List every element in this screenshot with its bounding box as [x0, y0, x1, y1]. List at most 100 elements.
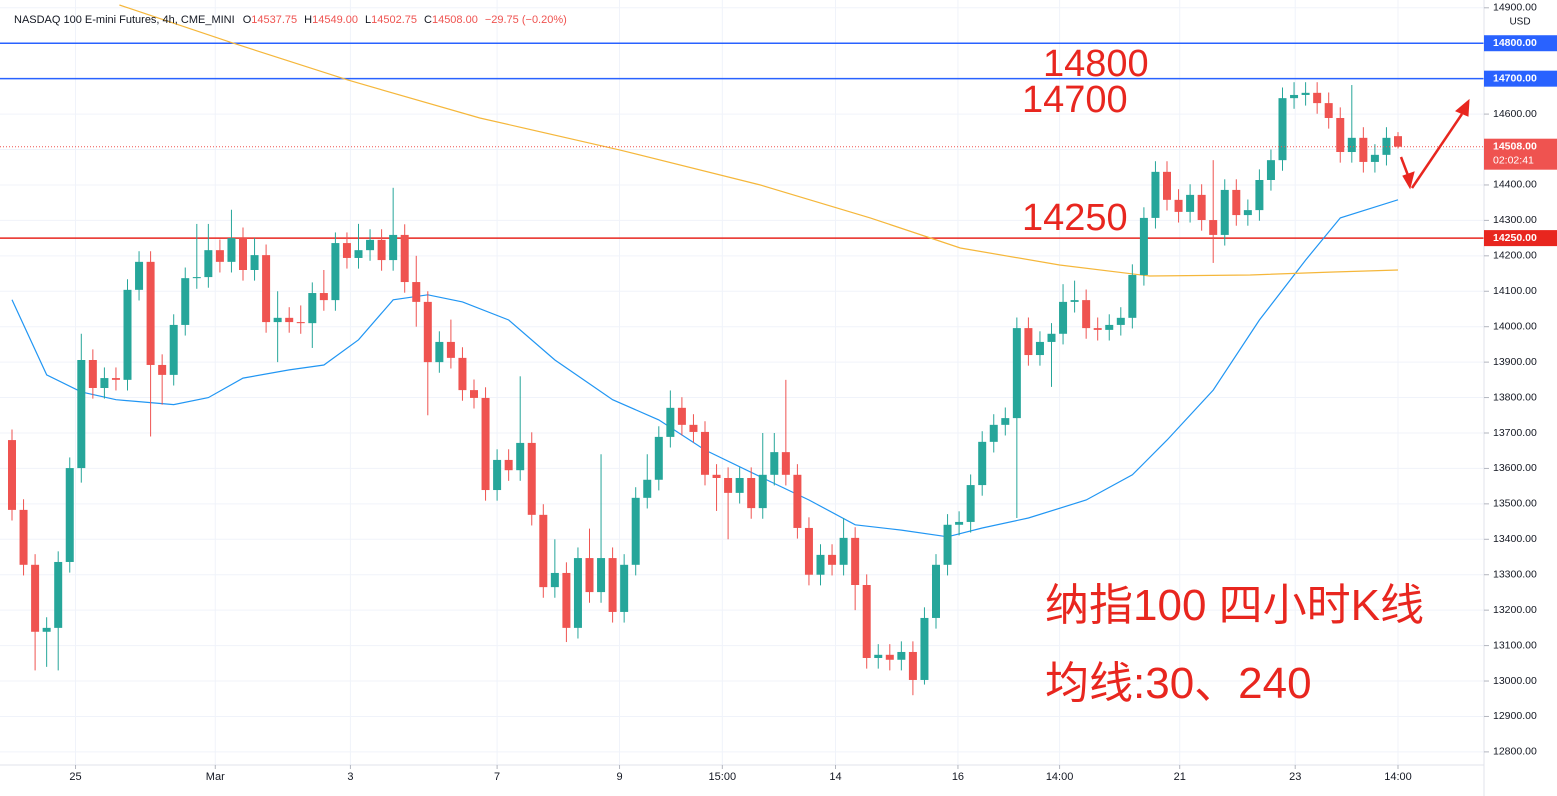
candle-body	[781, 452, 790, 475]
candle-body	[435, 341, 444, 363]
legend-letter: O	[243, 14, 252, 26]
candle-body	[1290, 94, 1299, 99]
candle-body	[204, 250, 213, 278]
candle-body	[643, 479, 652, 498]
x-tick-label: 9	[616, 771, 622, 783]
candle-body	[481, 397, 490, 491]
candle-body	[377, 239, 386, 261]
y-tick-label: 13900.00	[1493, 356, 1537, 368]
candle-body	[366, 239, 375, 251]
level-tag	[1484, 230, 1557, 247]
arrow	[1399, 98, 1470, 190]
candle-body	[192, 277, 201, 279]
candle-body	[666, 407, 675, 437]
candle-body	[111, 378, 120, 380]
candle-body	[735, 477, 744, 493]
candle-body	[539, 514, 548, 588]
candle-body	[342, 243, 351, 258]
candle-body	[273, 317, 282, 323]
x-tick-label: 25	[69, 771, 81, 783]
candle-body	[908, 651, 917, 680]
candle-body	[955, 521, 964, 525]
candle-body	[239, 238, 247, 270]
candle-body	[1197, 194, 1206, 221]
candle-body	[989, 424, 998, 442]
candle-body	[701, 431, 709, 475]
candle-body	[8, 440, 16, 510]
candle-body	[874, 654, 883, 658]
y-tick-label: 13000.00	[1493, 675, 1537, 687]
level-label: 14700.00	[1493, 72, 1537, 84]
candle-body	[135, 261, 144, 290]
candle-body	[1001, 418, 1010, 425]
y-tick-label: 14400.00	[1493, 179, 1537, 191]
candle-body	[1243, 210, 1252, 216]
candle-body	[550, 572, 559, 588]
y-tick-label: 13600.00	[1493, 462, 1537, 474]
candle-body	[585, 558, 594, 593]
caption: 均线:30、240	[1045, 659, 1312, 708]
y-tick-label: 12800.00	[1493, 746, 1537, 758]
candle-body	[1186, 194, 1195, 212]
candle-body	[308, 293, 317, 324]
candle-body	[331, 243, 340, 301]
candle-body	[712, 474, 721, 478]
candle-body	[1266, 160, 1275, 180]
candle-body	[181, 278, 190, 325]
candle-body	[65, 468, 74, 562]
last-price-tag	[1484, 138, 1557, 170]
x-tick-label: 7	[494, 771, 500, 783]
candle-body	[966, 485, 975, 522]
candle-body	[123, 289, 132, 380]
candle-body	[389, 234, 398, 261]
candle-body	[504, 459, 513, 471]
y-tick-label: 14100.00	[1493, 285, 1537, 297]
candle-body	[597, 558, 606, 593]
candle-body	[1255, 180, 1264, 211]
candle-body	[851, 537, 860, 585]
currency: USD	[1509, 17, 1530, 28]
candle-body	[920, 617, 929, 680]
candle-body	[215, 250, 224, 262]
candle-body	[1336, 117, 1345, 153]
candle-body	[1220, 189, 1229, 235]
candle-body	[88, 360, 97, 388]
y-tick-label: 14300.00	[1493, 214, 1537, 226]
y-tick-label: 13200.00	[1493, 604, 1537, 616]
annotation: 14700	[1022, 79, 1128, 121]
candle-body	[470, 390, 478, 398]
candle-body	[1370, 154, 1379, 162]
x-tick-label: 15:00	[709, 771, 737, 783]
x-tick-label: 14:00	[1384, 771, 1412, 783]
candle-body	[562, 572, 571, 628]
candle-body	[227, 238, 236, 262]
candle-body	[54, 561, 63, 628]
candle-body	[1024, 328, 1033, 356]
x-tick-label: 23	[1289, 771, 1301, 783]
moving-average	[119, 4, 1399, 277]
level-tag	[1484, 35, 1557, 52]
candle-body	[250, 255, 259, 270]
candle-body	[1047, 333, 1056, 342]
candle-body	[1163, 171, 1171, 200]
candle-body	[31, 564, 40, 632]
candle-body	[262, 255, 271, 323]
candle-body	[816, 554, 825, 575]
candle-body	[527, 442, 536, 515]
candle-body	[770, 452, 779, 475]
moving-average	[11, 199, 1399, 538]
candle-body	[100, 378, 109, 388]
candle-body	[620, 564, 629, 612]
candle-body	[724, 477, 733, 493]
y-tick-label: 14600.00	[1493, 108, 1537, 120]
annotation: 14250	[1022, 197, 1128, 239]
candle-body	[423, 301, 432, 363]
x-tick-label: Mar	[206, 771, 225, 783]
y-tick-label: 13700.00	[1493, 427, 1537, 439]
symbol-title: NASDAQ 100 E-mini Futures, 4h, CME_MINI	[14, 14, 235, 26]
candle-body	[285, 317, 294, 323]
x-tick-label: 16	[952, 771, 964, 783]
candle-body	[1174, 199, 1183, 212]
candle-body	[1082, 300, 1091, 329]
